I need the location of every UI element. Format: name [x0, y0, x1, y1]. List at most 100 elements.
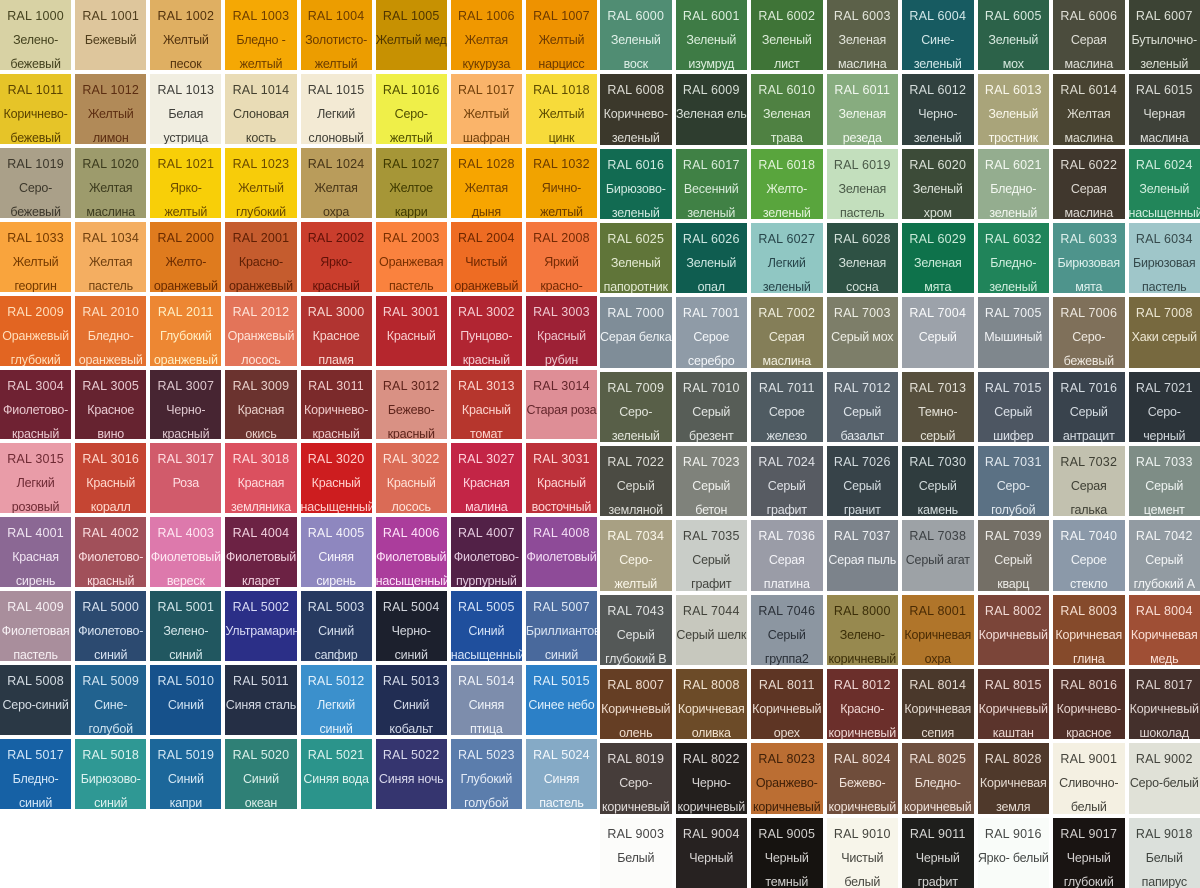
ral-color-name: Фиолетовый [526, 550, 597, 565]
ral-code: RAL 7030 [909, 455, 967, 469]
ral-color-name: Серый цемент [1143, 479, 1185, 517]
ral-code: RAL 7003 [833, 306, 891, 321]
ral-color-name: Синяя птица [468, 698, 505, 736]
color-swatch-ral-3015: RAL 3015 Легкий розовый [0, 443, 72, 514]
color-swatch-ral-7009: RAL 7009 Серо-зеленый [600, 371, 672, 442]
ral-code: RAL 9005 [758, 826, 816, 841]
color-swatch-ral-2009: RAL 2009 Оранжевый глубокий [0, 295, 72, 366]
ral-color-name: Серый камень [917, 479, 959, 517]
ral-color-name: Зеленый мох [988, 33, 1039, 71]
ral-color-name: Зеленый хром [912, 181, 963, 219]
ral-color-name: Желто-оранжевый [153, 254, 218, 292]
ral-color-name: Синий [167, 698, 204, 713]
ral-color-name: Бирюзово-зеленый [605, 181, 666, 219]
ral-code: RAL 7040 [1060, 529, 1118, 544]
ral-color-name: Синяя пастель [539, 772, 584, 809]
ral-code: RAL 3017 [157, 452, 215, 467]
ral-color-name: Серый [918, 330, 957, 345]
color-swatch-ral-6005: RAL 6005 Зеленый мох [977, 0, 1049, 71]
ral-code: RAL 5007 [533, 600, 590, 615]
ral-code: RAL 7008 [1135, 306, 1193, 321]
ral-color-name: Белый [617, 850, 655, 865]
ral-code: RAL 1015 [307, 82, 365, 97]
color-swatch-ral-5021: RAL 5021 Синяя вода [300, 739, 372, 809]
ral-code: RAL 6029 [909, 232, 967, 246]
color-swatch-ral-4007: RAL 4007 Фиолетово-пурпурный [450, 517, 522, 588]
ral-code: RAL 1000 [7, 9, 64, 23]
ral-code: RAL 1019 [7, 156, 64, 171]
color-swatch-ral-6028: RAL 6028 Зеленая сосна [826, 223, 898, 294]
ral-color-name: Пунцово-красный [460, 328, 513, 366]
color-swatch-ral-1015: RAL 1015 Легкий слоновый [300, 73, 372, 144]
ral-color-name: Зеленый лист [761, 33, 812, 71]
ral-color-name: Серо-голубой [991, 479, 1036, 517]
color-swatch-ral-1021: RAL 1021 Ярко-желтый [150, 147, 222, 218]
color-swatch-ral-2004: RAL 2004 Чистый оранжевый [450, 221, 522, 292]
ral-code: RAL 1020 [82, 156, 140, 171]
ral-color-name: Бутылочно-зеленый [1131, 33, 1198, 71]
ral-code: RAL 8025 [909, 752, 967, 767]
ral-code: RAL 6017 [682, 157, 740, 172]
ral-color-name: Коричневый орех [752, 702, 822, 740]
color-swatch-ral-9010: RAL 9010 Чистый белый [826, 817, 898, 888]
color-swatch-ral-8001: RAL 8001 Коричневая охра [902, 594, 974, 665]
ral-color-name: Серо-бежевый [1063, 330, 1115, 368]
color-swatch-ral-3017: RAL 3017 Роза [150, 443, 222, 514]
ral-code: RAL 4001 [7, 526, 64, 541]
ral-color-name: Серо-белый [1129, 776, 1199, 791]
ral-code: RAL 6026 [682, 232, 740, 246]
ral-section-1000-5024: RAL 1000 Зелено-бежевый RAL 1001 Бежевый RAL… [0, 0, 597, 809]
ral-code: RAL 5009 [82, 674, 140, 689]
color-swatch-ral-3014: RAL 3014 Старая роза [525, 369, 597, 440]
color-swatch-ral-6000: RAL 6000 Зеленый воск [600, 0, 672, 71]
color-swatch-ral-8000: RAL 8000 Зелено-коричневый [826, 594, 898, 665]
ral-color-name: Бежево-коричневый [828, 776, 897, 814]
ral-code: RAL 1001 [82, 9, 140, 23]
color-swatch-ral-5024: RAL 5024 Синяя пастель [525, 739, 597, 809]
color-swatch-ral-6018: RAL 6018 Желто-зеленый [751, 148, 823, 219]
ral-code: RAL 6014 [1060, 83, 1118, 98]
color-swatch-ral-7040: RAL 7040 Серое стекло [1053, 520, 1125, 591]
ral-code: RAL 7001 [682, 306, 740, 321]
ral-code: RAL 5005 [457, 600, 515, 615]
ral-color-name: Синее небо [528, 698, 595, 713]
ral-code: RAL 8028 [984, 752, 1042, 767]
ral-code: RAL 6010 [758, 83, 816, 98]
color-swatch-ral-1004: RAL 1004 Золотисто-желтый [300, 0, 372, 70]
ral-color-name: Бледно-зеленый [989, 181, 1038, 219]
color-swatch-ral-6002: RAL 6002 Зеленый лист [751, 0, 823, 71]
color-swatch-ral-1019: RAL 1019 Серо-бежевый [0, 147, 72, 218]
ral-code: RAL 7039 [984, 529, 1042, 544]
ral-color-name: Синий насыщенный [450, 624, 522, 662]
ral-color-name: Сине-голубой [88, 698, 134, 736]
ral-code: RAL 6028 [833, 232, 891, 246]
ral-code: RAL 6027 [758, 232, 816, 246]
color-swatch-ral-7026: RAL 7026 Серый гранит [826, 446, 898, 517]
color-swatch-ral-3011: RAL 3011 Коричнево-красный [300, 369, 372, 440]
ral-code: RAL 7043 [607, 603, 665, 618]
ral-color-name: Серо-коричневый [602, 776, 670, 814]
ral-color-name: Серый графит [691, 553, 732, 591]
ral-color-name: Серый глубокий B [605, 627, 667, 665]
ral-code: RAL 1032 [533, 156, 590, 171]
ral-code: RAL 7046 [758, 603, 816, 618]
ral-color-name: Бриллиантово-синий [525, 624, 597, 662]
ral-color-name: Фиолетово-пурпурный [453, 550, 519, 588]
ral-color-name: Серый группа2 [764, 627, 809, 665]
ral-code: RAL 7004 [909, 306, 967, 321]
color-swatch-ral-1013: RAL 1013 Белая устрица [150, 73, 222, 144]
color-swatch-ral-7046: RAL 7046 Серый группа2 [751, 594, 823, 665]
ral-code: RAL 8022 [682, 752, 740, 767]
ral-color-name: Красное пламя [312, 328, 360, 366]
ral-color-name: Серый мох [831, 330, 894, 345]
color-swatch-ral-5003: RAL 5003 Синий сапфир [300, 591, 372, 662]
ral-color-name: Коричневая сепия [904, 702, 972, 740]
ral-color-name: Серо-желтый [614, 553, 658, 591]
ral-color-name: Желто-зеленый [762, 181, 811, 219]
ral-code: RAL 3000 [307, 304, 365, 319]
color-swatch-ral-3009: RAL 3009 Красная окись [225, 369, 297, 440]
ral-code: RAL 5013 [382, 674, 440, 689]
color-swatch-ral-9004: RAL 9004 Черный [675, 817, 747, 888]
color-swatch-ral-6026: RAL 6026 Зеленый опал [675, 223, 747, 294]
color-swatch-ral-5004: RAL 5004 Черно-синий [375, 591, 447, 662]
